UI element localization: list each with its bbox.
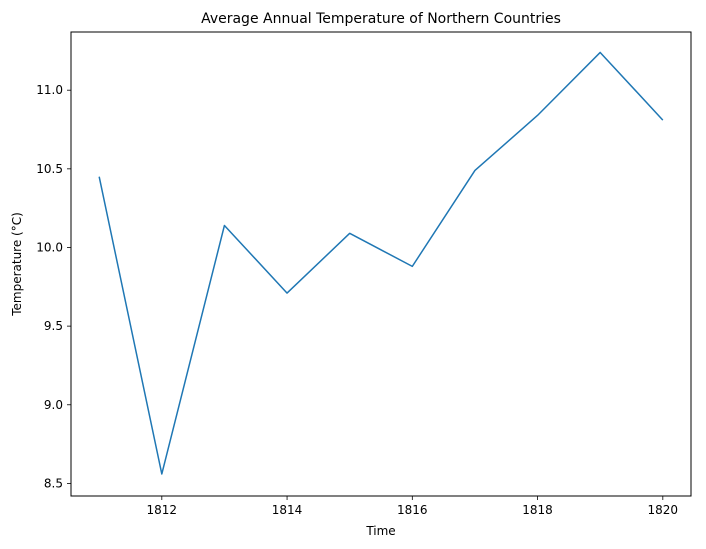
y-axis-ticks: 8.5 9.0 9.5 10.0 10.5 11.0 (36, 83, 71, 490)
x-tick-label: 1820 (648, 503, 679, 517)
x-tick-label: 1814 (272, 503, 303, 517)
chart-title: Average Annual Temperature of Northern C… (201, 11, 561, 27)
series-line (98, 51, 664, 475)
y-tick-label: 9.5 (44, 319, 63, 333)
y-tick-label: 10.5 (36, 162, 63, 176)
y-tick-label: 9.0 (44, 398, 63, 412)
plot-area (98, 51, 664, 475)
x-axis-label: Time (365, 524, 395, 538)
x-axis-ticks: 1812 1814 1816 1818 1820 (147, 496, 679, 517)
y-tick-label: 10.0 (36, 240, 63, 254)
x-tick-label: 1816 (397, 503, 428, 517)
y-tick-label: 11.0 (36, 83, 63, 97)
x-tick-label: 1818 (522, 503, 553, 517)
x-tick-label: 1812 (147, 503, 178, 517)
y-tick-label: 8.5 (44, 476, 63, 490)
y-axis-label: Temperature (°C) (10, 212, 24, 317)
plot-frame (70, 31, 692, 497)
